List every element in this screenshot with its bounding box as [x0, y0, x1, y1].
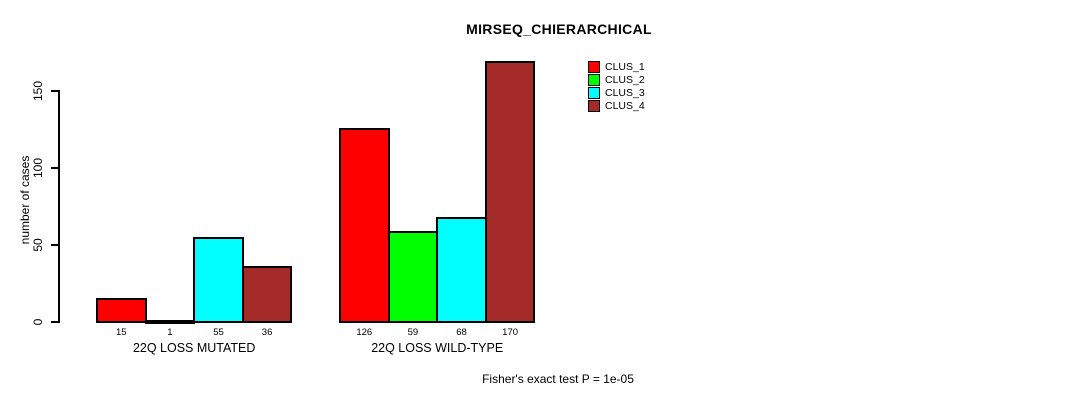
category-label: 22Q LOSS MUTATED [132, 341, 256, 355]
bar-clus_2-2 [387, 230, 439, 324]
legend-swatch-clus_4 [588, 99, 600, 112]
legend-swatch-clus_2 [588, 73, 600, 86]
bar-value-label: 126 [356, 326, 373, 338]
legend-label: CLUS_1 [605, 60, 645, 73]
bar-value-label: 1 [167, 326, 173, 338]
y-tick-label: 50 [31, 238, 45, 252]
bar-value-label: 55 [213, 326, 224, 338]
legend-item-clus_1: CLUS_1 [588, 60, 645, 73]
legend-item-clus_3: CLUS_3 [588, 86, 645, 99]
y-axis-line [57, 91, 60, 323]
y-tick-mark [51, 90, 60, 93]
chart-title: MIRSEQ_CHIERARCHICAL [466, 21, 652, 37]
legend-item-clus_4: CLUS_4 [588, 99, 645, 112]
legend-item-clus_2: CLUS_2 [588, 73, 645, 86]
bar-clus_4-2 [484, 60, 536, 324]
bar-value-label: 170 [502, 326, 519, 338]
y-tick-label: 0 [31, 318, 45, 325]
bar-clus_2-1 [144, 319, 196, 324]
legend-label: CLUS_4 [605, 99, 645, 112]
bar-value-label: 36 [261, 326, 273, 338]
category-label: 22Q LOSS WILD-TYPE [371, 341, 504, 355]
bar-value-label: 68 [456, 326, 467, 338]
y-tick-label: 100 [31, 157, 45, 179]
legend: CLUS_1 CLUS_2 CLUS_3 CLUS_4 [588, 60, 645, 112]
bar-clus_3-1 [193, 237, 244, 324]
y-tick-mark [51, 167, 60, 169]
bar-clus_3-2 [436, 217, 487, 324]
legend-label: CLUS_2 [605, 73, 645, 86]
legend-swatch-clus_3 [588, 86, 600, 99]
bar-value-label: 59 [407, 326, 419, 338]
bar-clus_1-1 [96, 298, 147, 324]
y-tick-label: 150 [31, 81, 45, 102]
bar-value-label: 15 [116, 326, 127, 338]
y-tick-mark [51, 320, 60, 323]
bar-clus_1-2 [339, 128, 390, 324]
legend-swatch-clus_1 [588, 60, 600, 73]
bar-clus_4-1 [241, 266, 293, 324]
fisher-test-annotation: Fisher's exact test P = 1e-05 [482, 372, 634, 386]
y-axis-label: number of cases [18, 155, 32, 245]
y-tick-mark [51, 243, 60, 246]
legend-label: CLUS_3 [605, 86, 645, 99]
